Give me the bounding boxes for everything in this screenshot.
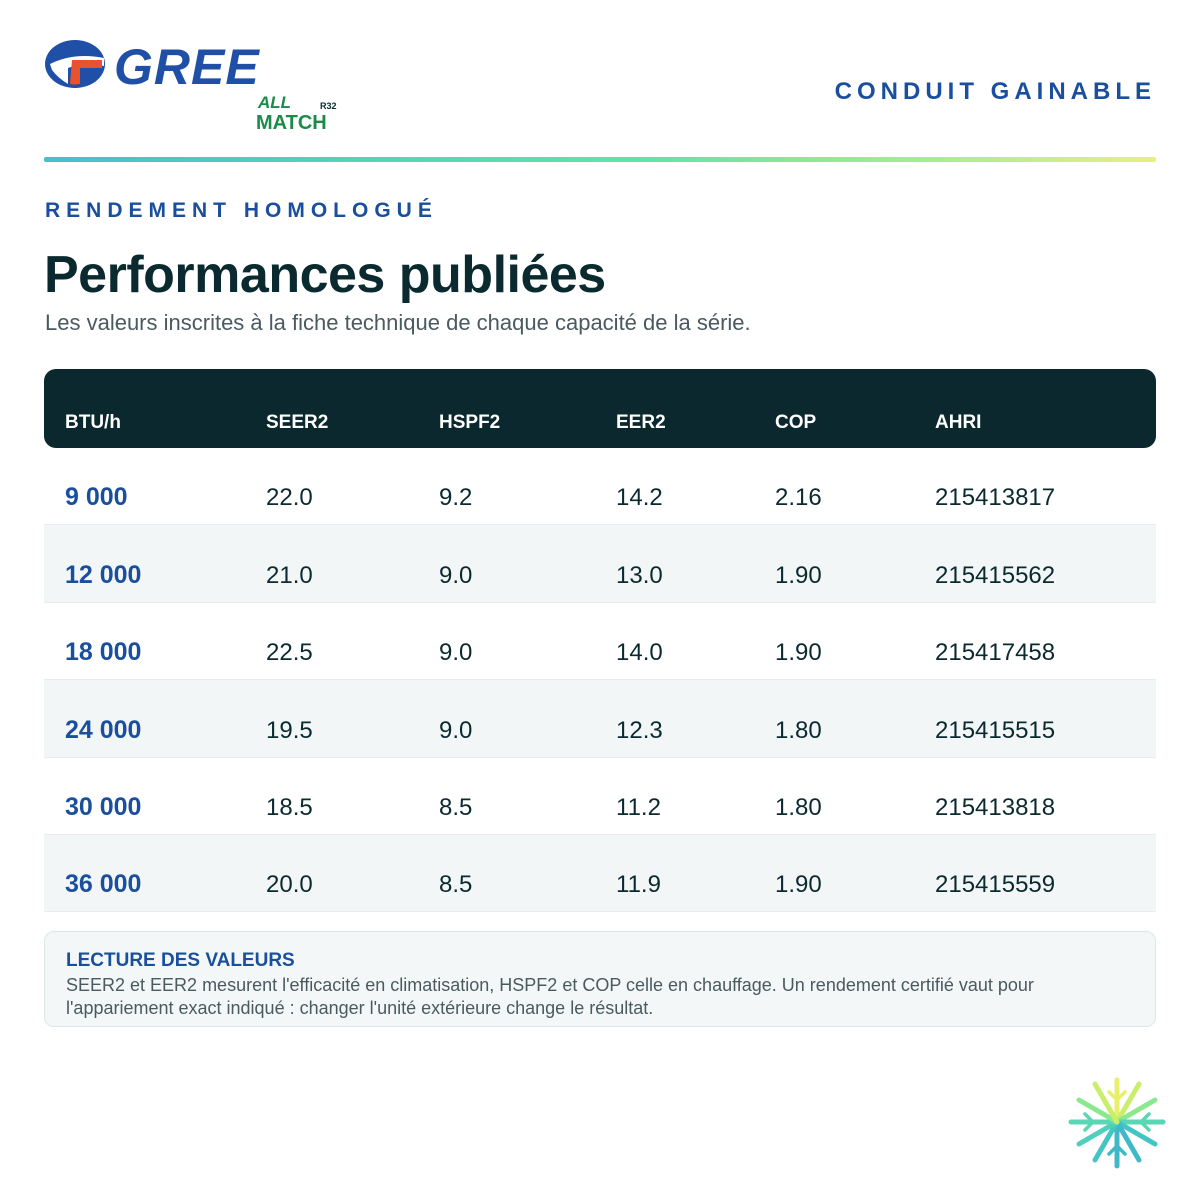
- note-title: LECTURE DES VALEURS: [66, 950, 295, 971]
- cell-cop: 1.90: [775, 871, 822, 899]
- header-divider: [44, 157, 1156, 162]
- gree-swoosh-icon: [45, 40, 105, 88]
- note-body: SEER2 et EER2 mesurent l'efficacité en c…: [66, 975, 1034, 1018]
- header-cop: COP: [775, 411, 817, 433]
- allmatch-tag: R32: [320, 101, 337, 111]
- cell-seer2: 19.5: [266, 716, 313, 744]
- allmatch-logo: ALL R32 MATCH: [256, 94, 356, 140]
- cell-btu: 12 000: [65, 560, 142, 589]
- table-row: 30 000 18.5 8.5 11.2 1.80 215413818: [44, 758, 1156, 835]
- cell-seer2: 22.5: [266, 639, 313, 667]
- cell-hspf2: 9.2: [439, 484, 473, 512]
- cell-seer2: 21.0: [266, 561, 313, 589]
- table-row: 36 000 20.0 8.5 11.9 1.90 215415559: [44, 834, 1156, 913]
- cell-ahri: 215415515: [935, 716, 1056, 744]
- cell-btu: 36 000: [65, 870, 142, 899]
- cell-hspf2: 9.0: [439, 639, 473, 667]
- table-row: 24 000 19.5 9.0 12.3 1.80 215415515: [44, 680, 1156, 758]
- section-kicker: RENDEMENT HOMOLOGUÉ: [45, 199, 438, 222]
- values-note: LECTURE DES VALEURS SEER2 et EER2 mesure…: [44, 931, 1156, 1027]
- brand-name: GREE: [114, 39, 260, 95]
- cell-ahri: 215413817: [935, 484, 1056, 512]
- table-header: BTU/h SEER2 HSPF2 EER2 COP AHRI: [44, 369, 1156, 448]
- cell-hspf2: 8.5: [439, 793, 473, 821]
- cell-seer2: 20.0: [266, 871, 313, 899]
- cell-hspf2: 8.5: [439, 871, 473, 899]
- cell-eer2: 11.9: [616, 871, 661, 899]
- header-btu: BTU/h: [65, 411, 121, 433]
- cell-hspf2: 9.0: [439, 716, 473, 744]
- cell-eer2: 12.3: [616, 716, 663, 744]
- cell-ahri: 215413818: [935, 793, 1056, 821]
- cell-eer2: 14.2: [616, 484, 663, 512]
- cell-cop: 2.16: [775, 484, 822, 512]
- header-ahri: AHRI: [935, 411, 982, 433]
- cell-btu: 30 000: [65, 792, 142, 821]
- cell-btu: 18 000: [65, 638, 142, 667]
- snowflake-burst-icon: [1068, 1077, 1166, 1169]
- allmatch-line1: ALL: [258, 93, 292, 112]
- cell-btu: 9 000: [65, 483, 128, 512]
- page-subtitle: Les valeurs inscrites à la fiche techniq…: [45, 310, 751, 335]
- header-seer2: SEER2: [266, 411, 329, 433]
- table-row: 9 000 22.0 9.2 14.2 2.16 215413817: [44, 448, 1156, 526]
- header-hspf2: HSPF2: [439, 411, 501, 433]
- cell-eer2: 13.0: [616, 561, 663, 589]
- category-label: CONDUIT GAINABLE: [834, 78, 1156, 105]
- allmatch-line2: MATCH: [256, 112, 327, 134]
- cell-cop: 1.80: [775, 716, 822, 744]
- cell-eer2: 11.2: [616, 793, 661, 821]
- brand-logo: GREE ALL R32 MATCH: [44, 36, 337, 146]
- page-title: Performances publiées: [44, 246, 606, 304]
- cell-seer2: 18.5: [266, 793, 313, 821]
- table-row: 12 000 21.0 9.0 13.0 1.90 215415562: [44, 525, 1156, 603]
- cell-ahri: 215417458: [935, 639, 1056, 667]
- cell-cop: 1.80: [775, 793, 822, 821]
- cell-ahri: 215415559: [935, 871, 1056, 899]
- cell-hspf2: 9.0: [439, 561, 473, 589]
- cell-cop: 1.90: [775, 639, 822, 667]
- table-row: 18 000 22.5 9.0 14.0 1.90 215417458: [44, 603, 1156, 681]
- cell-cop: 1.90: [775, 561, 822, 589]
- header-eer2: EER2: [616, 411, 666, 433]
- cell-eer2: 14.0: [616, 639, 663, 667]
- cell-ahri: 215415562: [935, 561, 1056, 589]
- performance-table: BTU/h SEER2 HSPF2 EER2 COP AHRI 9 000 22…: [44, 369, 1156, 913]
- cell-btu: 24 000: [65, 715, 142, 744]
- cell-seer2: 22.0: [266, 484, 313, 512]
